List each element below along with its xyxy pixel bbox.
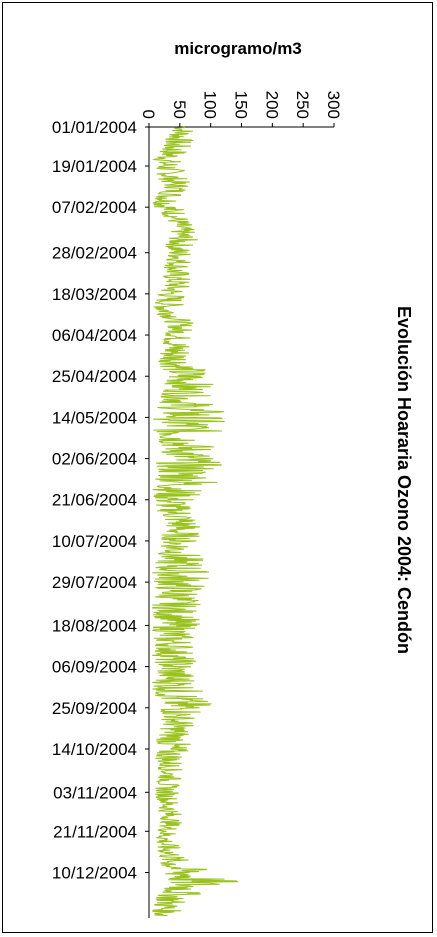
date-tick-label: 25/09/2004 (52, 699, 137, 718)
ozone-series-band (151, 126, 239, 917)
date-tick-label: 18/03/2004 (52, 285, 137, 304)
date-tick-label: 14/10/2004 (52, 740, 137, 759)
date-axis-ticks: 01/01/2004 19/01/2004 07/02/2004 28/02/2004… (52, 118, 149, 882)
chart-title-group: Evolución Hoararia Ozono 2004: Cendón (394, 306, 414, 654)
value-tick-label: 0 (139, 110, 158, 119)
chart-title: Evolución Hoararia Ozono 2004: Cendón (394, 306, 414, 654)
date-tick-label: 02/06/2004 (52, 450, 137, 469)
date-tick-label: 28/02/2004 (52, 244, 137, 263)
y-axis-title-group: microgramo/m3 (174, 39, 302, 58)
value-tick-label: 100 (201, 91, 220, 119)
value-tick-label: 200 (262, 91, 281, 119)
value-tick-label: 150 (232, 91, 251, 119)
date-tick-label: 19/01/2004 (52, 157, 137, 176)
date-tick-label: 29/07/2004 (52, 573, 137, 592)
date-tick-label: 21/06/2004 (52, 491, 137, 510)
value-tick-label: 50 (170, 100, 189, 119)
date-tick-label: 06/09/2004 (52, 658, 137, 677)
date-tick-label: 10/07/2004 (52, 532, 137, 551)
value-tick-label: 300 (324, 91, 343, 119)
date-tick-label: 01/01/2004 (52, 118, 137, 137)
value-tick-label: 250 (293, 91, 312, 119)
y-axis-title: microgramo/m3 (174, 39, 302, 58)
date-tick-label: 03/11/2004 (53, 783, 137, 802)
date-tick-label: 14/05/2004 (52, 408, 137, 427)
date-tick-label: 25/04/2004 (52, 367, 137, 386)
date-tick-label: 21/11/2004 (53, 822, 137, 841)
date-tick-label: 18/08/2004 (52, 616, 137, 635)
date-tick-label: 07/02/2004 (52, 198, 137, 217)
chart-frame (2, 2, 433, 933)
date-tick-label: 10/12/2004 (52, 863, 137, 882)
value-axis-ticks: 0 50 100 150 200 250 300 (139, 91, 343, 127)
date-tick-label: 06/04/2004 (52, 326, 137, 345)
